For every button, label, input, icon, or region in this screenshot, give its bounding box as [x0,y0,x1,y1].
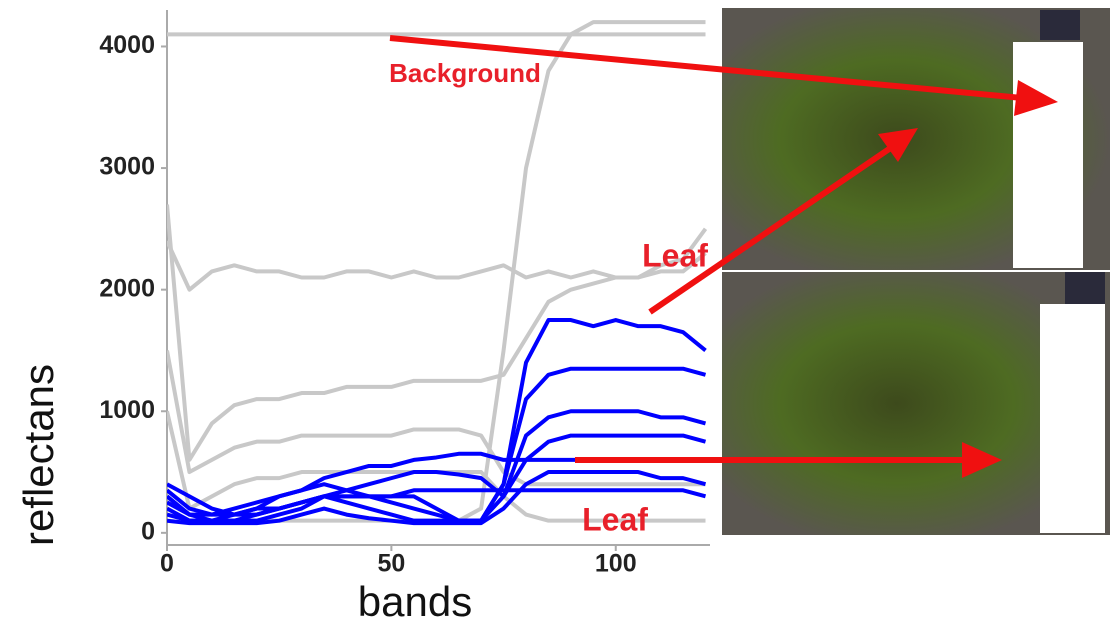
ticks: 0 1000 2000 3000 4000 0 50 100 [99,31,636,578]
photos [722,8,1110,535]
y-axis-label: reflectans [15,364,62,546]
y-tick-label: 2000 [99,274,155,302]
y-tick-label: 1000 [99,396,155,424]
annotation: Leaf [582,501,648,537]
annotation: Background [389,58,541,88]
white-reference [1013,42,1083,268]
series-line [167,240,707,292]
x-axis-label: bands [358,578,472,625]
arrows [389,35,1058,478]
series-line [167,204,708,462]
white-reference [1040,304,1105,533]
arrow-head [962,442,1002,478]
y-tick-label: 0 [141,517,155,545]
photo-dark [1040,10,1080,40]
x-tick-label: 100 [595,550,637,578]
series-line [167,482,707,517]
series-line [167,470,707,526]
x-tick-label: 0 [160,550,174,578]
arrow [389,35,1023,101]
series-line [167,350,706,487]
lines [167,20,708,526]
y-tick-label: 3000 [99,153,155,181]
photo-dark [1065,272,1105,304]
arrow-head [1014,80,1058,116]
x-tick-label: 50 [377,550,405,578]
arrow [648,142,897,315]
series-line [167,433,707,523]
arrow-head [878,128,918,162]
series-line [167,366,707,523]
y-tick-label: 4000 [99,31,155,59]
annotation: Leaf [642,237,708,273]
